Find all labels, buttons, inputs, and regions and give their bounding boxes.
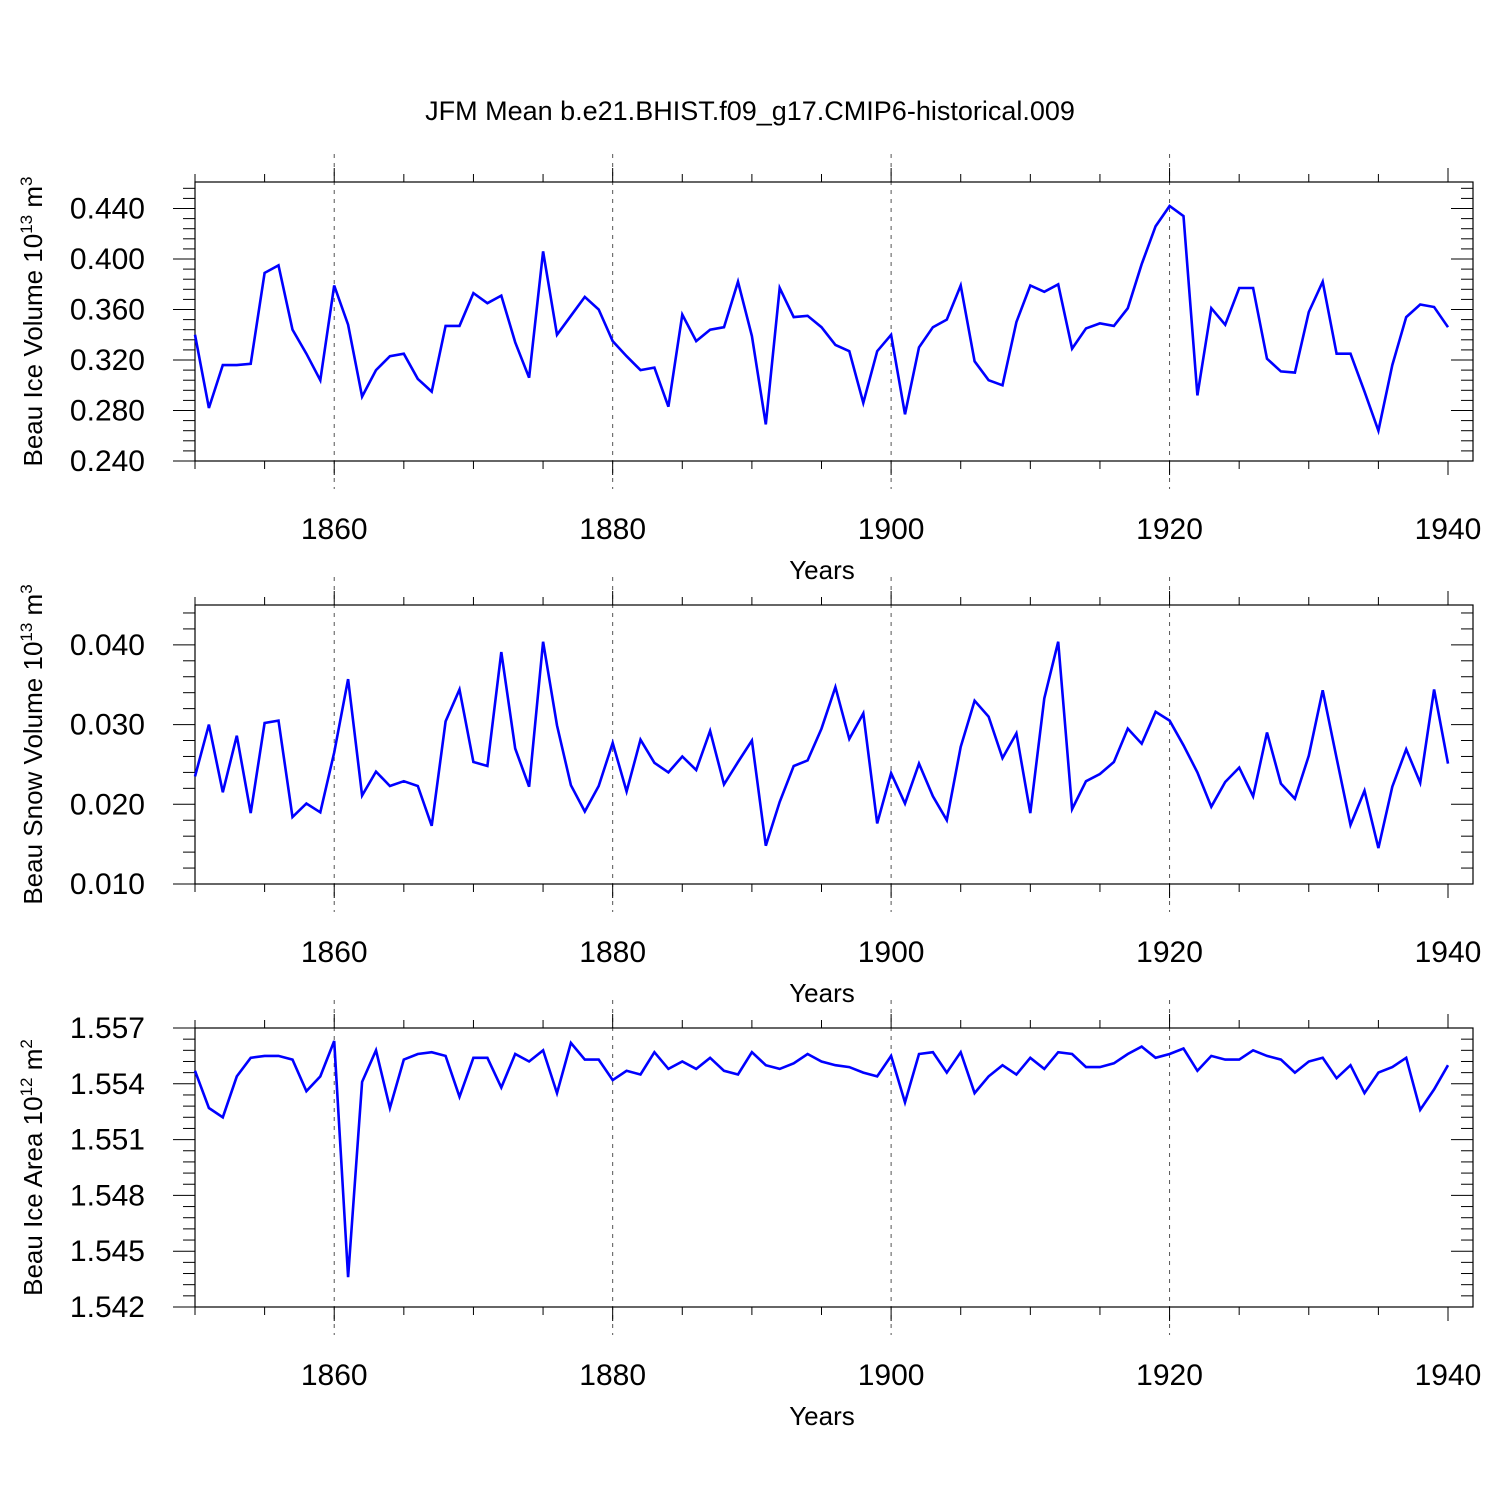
y-axis-label-exponent: 13 [17, 623, 36, 642]
series-line [193, 204, 1450, 436]
x-axis-label: Years [789, 1401, 855, 1431]
y-axis-label: Beau Ice Volume 1013 m3 [17, 177, 48, 467]
y-tick-label: 0.020 [70, 788, 145, 821]
x-tick-label: 1860 [301, 936, 368, 969]
y-axis-label: Beau Snow Volume 1013 m3 [17, 584, 48, 904]
panel-2: 0.010 0.020 0.030 0.040 1860 1880 1900 1920 1940… [17, 577, 1481, 1008]
y-axis-label-unit-power: 3 [17, 584, 36, 593]
plot-frame [194, 181, 1474, 462]
x-tick-label: 1900 [858, 1359, 925, 1392]
y-tick-label: 1.548 [70, 1179, 145, 1212]
x-tick-label: 1940 [1415, 1359, 1482, 1392]
y-tick-label: 1.542 [70, 1291, 145, 1324]
y-axis-label-main: Beau Ice Volume 10 [18, 234, 48, 467]
x-tick-label: 1880 [579, 513, 646, 546]
y-tick-label: 0.440 [70, 193, 145, 226]
y-tick-label: 0.030 [70, 709, 145, 742]
series-line [193, 641, 1450, 849]
x-tick-label: 1940 [1415, 936, 1482, 969]
x-tick-label: 1940 [1415, 513, 1482, 546]
panel-1: 0.240 0.280 0.320 0.360 0.400 0.440 1860 1880 19… [17, 154, 1481, 585]
y-tick-label: 0.280 [70, 395, 145, 428]
chart-title: JFM Mean b.e21.BHIST.f09_g17.CMIP6-histo… [425, 96, 1075, 126]
y-tick-label: 1.554 [70, 1068, 145, 1101]
panel-3: 1.542 1.545 1.548 1.551 1.554 1.557 1860 1880 19… [17, 1000, 1481, 1431]
y-tick-label: 1.557 [70, 1012, 145, 1045]
y-axis-label-exponent: 13 [17, 215, 36, 234]
y-axis-label: Beau Ice Area 1012 m2 [17, 1039, 48, 1296]
x-tick-label: 1920 [1136, 513, 1203, 546]
y-tick-label: 0.010 [70, 868, 145, 901]
x-axis-label: Years [789, 555, 855, 585]
y-axis-label-main: Beau Ice Area 10 [18, 1096, 48, 1295]
x-tick-label: 1920 [1136, 1359, 1203, 1392]
y-tick-label: 0.240 [70, 445, 145, 478]
y-tick-label: 0.040 [70, 629, 145, 662]
plot-frame [194, 604, 1474, 885]
y-tick-label: 0.400 [70, 243, 145, 276]
y-tick-label: 1.545 [70, 1235, 145, 1268]
plot-frame [194, 1027, 1474, 1308]
x-tick-label: 1860 [301, 513, 368, 546]
x-tick-label: 1900 [858, 936, 925, 969]
y-tick-label: 0.320 [70, 344, 145, 377]
series-line [193, 1040, 1450, 1278]
y-axis-label-unit-power: 3 [17, 177, 36, 186]
y-tick-label: 1.551 [70, 1124, 145, 1157]
x-axis-label: Years [789, 978, 855, 1008]
y-axis-label-unit-power: 2 [17, 1039, 36, 1048]
y-tick-label: 0.360 [70, 294, 145, 327]
y-axis-label-main: Beau Snow Volume 10 [18, 642, 48, 905]
x-tick-label: 1860 [301, 1359, 368, 1392]
x-tick-label: 1880 [579, 936, 646, 969]
x-tick-label: 1900 [858, 513, 925, 546]
y-axis-label-unit: m [18, 1049, 48, 1078]
y-axis-label-unit: m [18, 186, 48, 215]
y-axis-label-exponent: 12 [17, 1077, 36, 1096]
x-tick-label: 1880 [579, 1359, 646, 1392]
x-tick-label: 1920 [1136, 936, 1203, 969]
y-axis-label-unit: m [18, 594, 48, 623]
